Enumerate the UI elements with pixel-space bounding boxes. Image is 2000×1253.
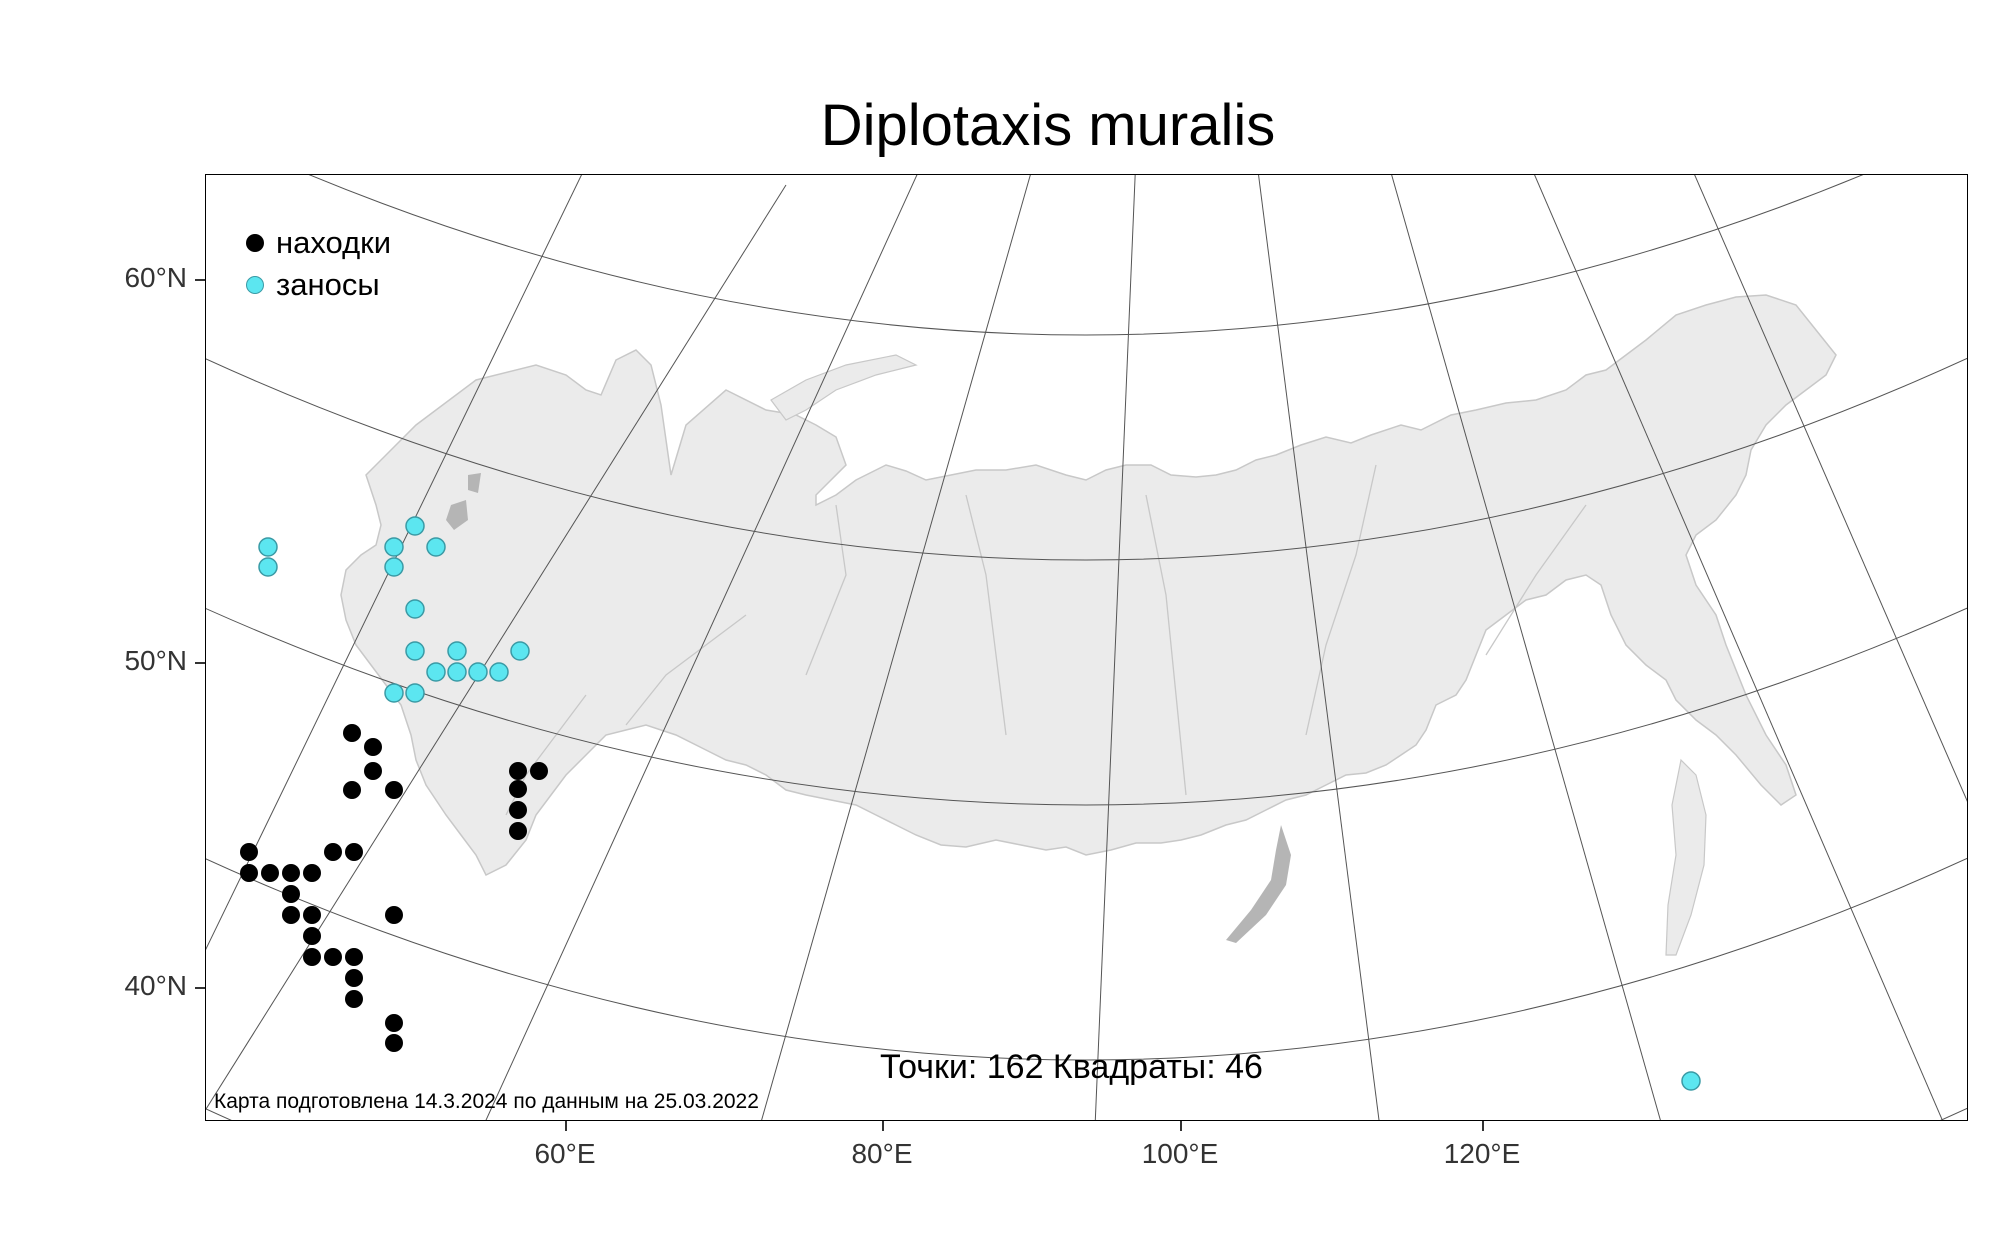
tick-lat-50 bbox=[195, 662, 205, 664]
point-introduced bbox=[258, 537, 278, 557]
tick-lat-60 bbox=[195, 279, 205, 281]
point-introduced bbox=[1681, 1071, 1701, 1091]
point-find bbox=[509, 822, 527, 840]
point-introduced bbox=[489, 662, 509, 682]
point-find bbox=[385, 1034, 403, 1052]
lon-label-80: 80°E bbox=[851, 1138, 913, 1169]
point-find bbox=[345, 948, 363, 966]
lon-label-100: 100°E bbox=[1141, 1138, 1219, 1169]
point-find bbox=[345, 990, 363, 1008]
map-canvas bbox=[206, 175, 1967, 1120]
point-introduced bbox=[384, 537, 404, 557]
point-find bbox=[324, 843, 342, 861]
tick-lon-80 bbox=[882, 1121, 884, 1131]
lat-label-50: 50°N bbox=[124, 645, 187, 676]
map-footnote: Карта подготовлена 14.3.2024 по данным н… bbox=[214, 1090, 759, 1113]
point-find bbox=[385, 906, 403, 924]
point-introduced bbox=[426, 537, 446, 557]
legend-label-finds: находки bbox=[276, 225, 392, 260]
occurrence-points bbox=[240, 516, 1701, 1091]
lat-label-60: 60°N bbox=[124, 262, 187, 293]
point-find bbox=[303, 906, 321, 924]
point-find bbox=[282, 885, 300, 903]
tick-lon-100 bbox=[1180, 1121, 1182, 1131]
point-introduced bbox=[405, 516, 425, 536]
point-introduced bbox=[405, 599, 425, 619]
tick-lon-60 bbox=[565, 1121, 567, 1131]
map-legend: находки заносы bbox=[246, 222, 391, 306]
point-find bbox=[345, 843, 363, 861]
graticule bbox=[206, 175, 1967, 1120]
point-introduced bbox=[405, 641, 425, 661]
point-introduced bbox=[405, 683, 425, 703]
lat-label-40: 40°N bbox=[124, 970, 187, 1001]
map-frame bbox=[205, 174, 1968, 1121]
point-find bbox=[240, 843, 258, 861]
point-find bbox=[509, 762, 527, 780]
point-introduced bbox=[447, 641, 467, 661]
map-title: Diplotaxis muralis bbox=[820, 93, 1276, 158]
point-introduced bbox=[258, 557, 278, 577]
point-find bbox=[364, 738, 382, 756]
tick-lon-120 bbox=[1482, 1121, 1484, 1131]
point-find bbox=[343, 781, 361, 799]
legend-item-introduced: заносы bbox=[246, 264, 391, 306]
legend-item-finds: находки bbox=[246, 222, 391, 264]
point-introduced bbox=[510, 641, 530, 661]
point-find bbox=[345, 969, 363, 987]
lon-label-120: 120°E bbox=[1443, 1138, 1521, 1169]
legend-marker-finds bbox=[246, 234, 264, 252]
point-find bbox=[240, 864, 258, 882]
point-introduced bbox=[447, 662, 467, 682]
land-sakhalin bbox=[1665, 758, 1707, 956]
legend-marker-introduced bbox=[246, 276, 264, 294]
point-find bbox=[385, 781, 403, 799]
point-find bbox=[282, 906, 300, 924]
point-find bbox=[261, 864, 279, 882]
point-introduced bbox=[384, 557, 404, 577]
point-find bbox=[324, 948, 342, 966]
point-introduced bbox=[468, 662, 488, 682]
point-find bbox=[343, 724, 361, 742]
point-find bbox=[364, 762, 382, 780]
point-find bbox=[385, 1014, 403, 1032]
tick-lat-40 bbox=[195, 987, 205, 989]
lake-ladoga bbox=[446, 500, 468, 530]
point-introduced bbox=[426, 662, 446, 682]
point-find bbox=[303, 864, 321, 882]
point-find bbox=[282, 864, 300, 882]
stats-summary: Точки: 162 Квадраты: 46 bbox=[880, 1048, 1263, 1086]
point-find bbox=[530, 762, 548, 780]
lake-baikal bbox=[1226, 825, 1291, 943]
land-russia bbox=[340, 294, 1837, 877]
lon-label-60: 60°E bbox=[534, 1138, 596, 1169]
legend-label-introduced: заносы bbox=[276, 267, 380, 302]
point-find bbox=[509, 801, 527, 819]
point-find bbox=[303, 948, 321, 966]
point-find bbox=[303, 927, 321, 945]
point-find bbox=[509, 780, 527, 798]
land-novaya-zemlya bbox=[770, 354, 918, 421]
lake-onega bbox=[468, 473, 481, 493]
point-introduced bbox=[384, 683, 404, 703]
rivers bbox=[505, 464, 1587, 816]
